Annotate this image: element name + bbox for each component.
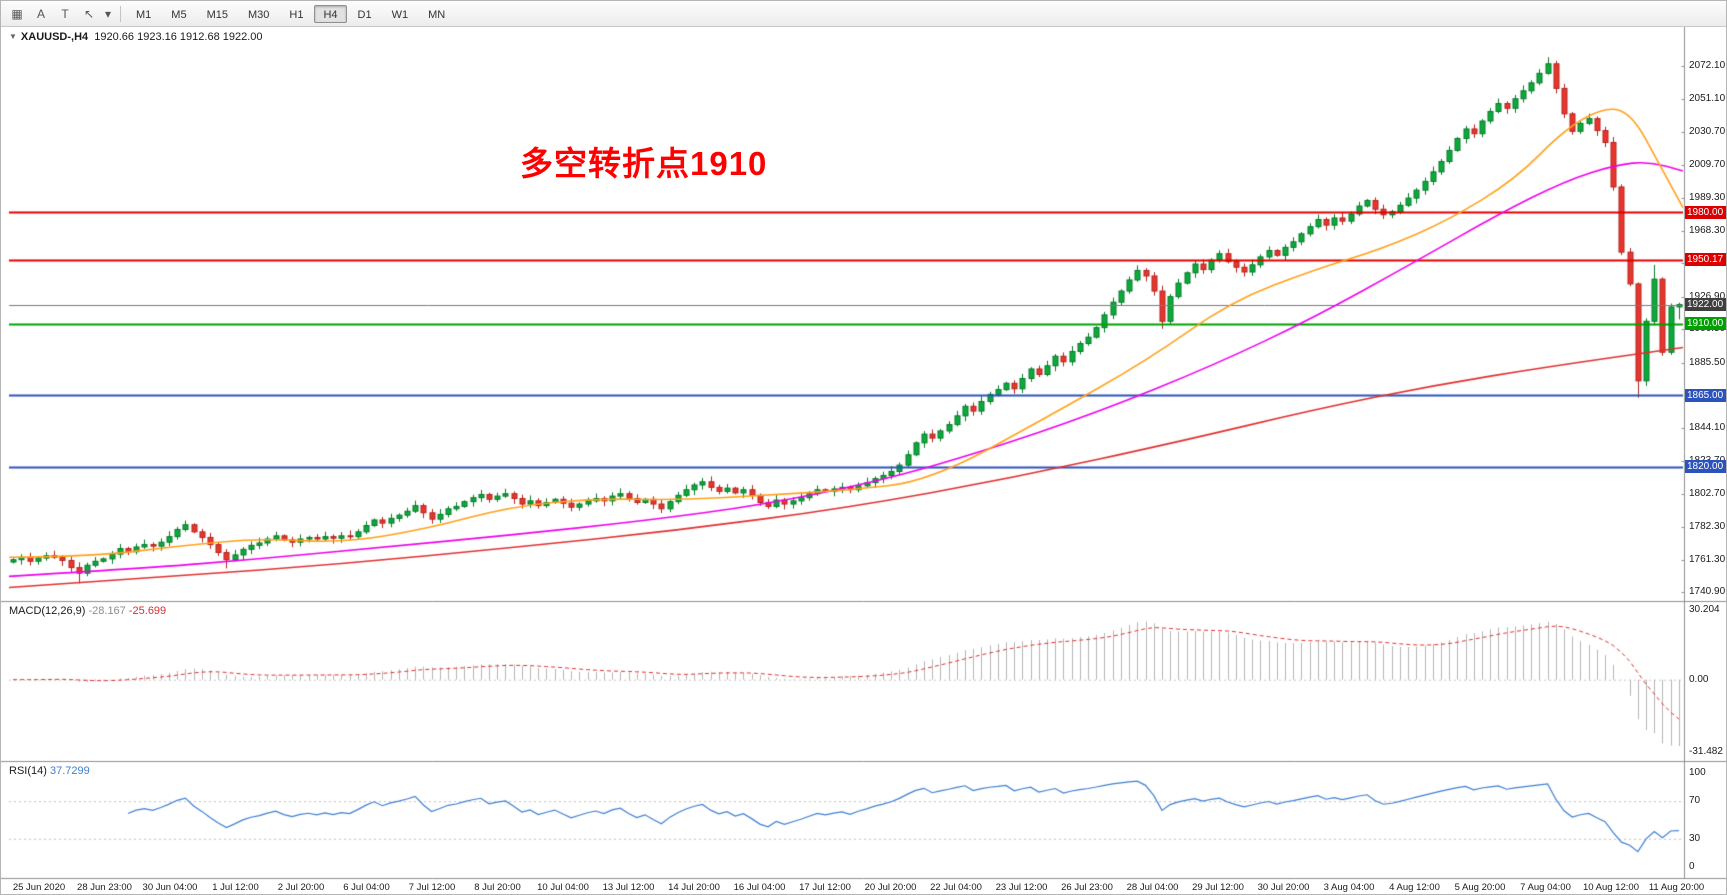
timeframe-m1-button[interactable]: M1 [127,5,160,23]
toolbar-separator [120,5,121,22]
timeframe-m5-button[interactable]: M5 [162,5,195,23]
timeframe-mn-button[interactable]: MN [419,5,454,23]
price-axis[interactable] [1685,27,1726,878]
chart-area: ▼ XAUUSD-,H4 1920.66 1923.16 1912.68 1922… [1,27,1726,894]
timeframe-h4-button[interactable]: H4 [314,4,347,23]
timeframe-d1-button[interactable]: D1 [349,5,381,23]
text-t-icon[interactable]: T [61,6,69,21]
timeframe-h1-button[interactable]: H1 [280,5,312,23]
time-axis[interactable] [1,879,1685,894]
grid-icon[interactable]: ▦ [11,6,23,21]
timeframe-m30-button[interactable]: M30 [239,5,278,23]
dropdown-caret-icon[interactable]: ▾ [104,6,112,21]
label-a-icon[interactable]: A [36,6,45,21]
chart-canvas[interactable] [1,27,1726,894]
top-toolbar: ▦ A T ↖ ▾ M1 M5 M15 M30 H1 H4 D1 W1 MN [1,1,1726,27]
timeframe-m15-button[interactable]: M15 [198,5,237,23]
arrow-tool-icon[interactable]: ↖ [83,6,95,21]
timeframe-w1-button[interactable]: W1 [383,5,418,23]
